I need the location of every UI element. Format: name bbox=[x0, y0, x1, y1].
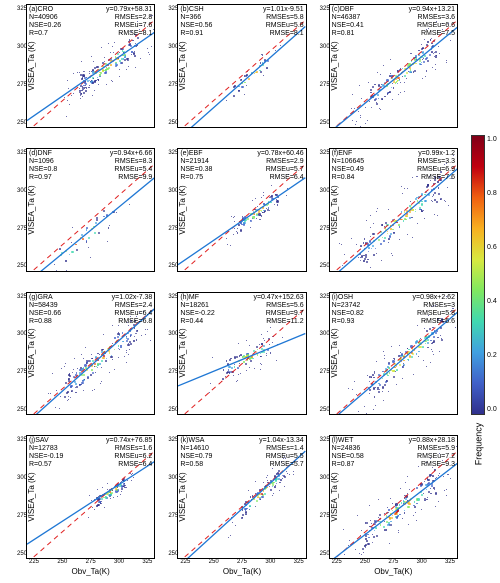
y-ticks: 250275300325 bbox=[318, 149, 330, 271]
colorbar-container: 1.00.80.60.40.20.0 Frequency bbox=[458, 4, 496, 579]
panel-wet: (l)WETy=0.88x+28.18N=24836RMSEs=5.9NSE=0… bbox=[329, 435, 458, 559]
panel-sav: (j)SAVy=0.74x+76.85N=12783RMSEs=1.6NSE=-… bbox=[26, 435, 155, 559]
panel-gra: (g)GRAy=1.02x-7.38N=58439RMSEs=2.4NSE=0.… bbox=[26, 292, 155, 416]
x-ticks: 225250275300325 bbox=[27, 559, 154, 568]
panel-dnf: (d)DNFy=0.94x+6.66N=1096RMSEs=8.3NSE=0.8… bbox=[26, 148, 155, 272]
colorbar: 1.00.80.60.40.20.0 bbox=[471, 135, 485, 415]
panel-osh: (i)OSHy=0.98x+2.62N=23742RMSEs=3NSE=0.82… bbox=[329, 292, 458, 416]
panel-mf: (h)MFy=0.47x+152.63N=18261RMSEs=5.6NSE=-… bbox=[177, 292, 306, 416]
scatter-cloud bbox=[27, 293, 154, 415]
panel-dbf: (c)DBFy=0.94x+13.21N=46387RMSEs=3.6NSE=0… bbox=[329, 4, 458, 128]
x-axis-label: Obv_Ta(K) bbox=[223, 567, 261, 576]
scatter-cloud bbox=[330, 5, 457, 127]
panel-ebf: (e)EBFy=0.78x+60.46N=21914RMSEs=2.9NSE=0… bbox=[177, 148, 306, 272]
scatter-cloud bbox=[178, 5, 305, 127]
scatter-cloud bbox=[178, 149, 305, 271]
scatter-cloud bbox=[27, 5, 154, 127]
scatter-cloud bbox=[178, 293, 305, 415]
x-axis-label: Obv_Ta(K) bbox=[72, 567, 110, 576]
x-ticks: 225250275300325 bbox=[178, 559, 305, 568]
scatter-cloud bbox=[330, 149, 457, 271]
scatter-cloud bbox=[330, 436, 457, 558]
scatter-cloud bbox=[330, 293, 457, 415]
panel-wsa: (k)WSAy=1.04x-13.34N=14610RMSEs=1.4NSE=0… bbox=[177, 435, 306, 559]
y-ticks: 250275300325 bbox=[166, 436, 178, 558]
scatter-cloud bbox=[27, 436, 154, 558]
panel-cro: (a)CROy=0.79x+58.31N=40906RMSEs=2.8NSE=0… bbox=[26, 4, 155, 128]
y-ticks: 250275300325 bbox=[166, 149, 178, 271]
colorbar-ticks: 1.00.80.60.40.20.0 bbox=[487, 136, 497, 414]
figure: (a)CROy=0.79x+58.31N=40906RMSEs=2.8NSE=0… bbox=[4, 4, 496, 579]
panel-enf: (f)ENFy=0.99x-1.2N=106645RMSEs=3.3NSE=0.… bbox=[329, 148, 458, 272]
x-ticks: 225250275300325 bbox=[330, 559, 457, 568]
y-ticks: 250275300325 bbox=[318, 436, 330, 558]
panel-grid: (a)CROy=0.79x+58.31N=40906RMSEs=2.8NSE=0… bbox=[4, 4, 458, 579]
y-ticks: 250275300325 bbox=[15, 149, 27, 271]
y-ticks: 250275300325 bbox=[15, 5, 27, 127]
y-ticks: 250275300325 bbox=[318, 293, 330, 415]
y-ticks: 250275300325 bbox=[166, 5, 178, 127]
scatter-cloud bbox=[27, 149, 154, 271]
y-ticks: 250275300325 bbox=[15, 436, 27, 558]
x-axis-label: Obv_Ta(K) bbox=[374, 567, 412, 576]
y-ticks: 250275300325 bbox=[15, 293, 27, 415]
panel-csh: (b)CSHy=1.01x-9.51N=366RMSEs=5.8NSE=0.56… bbox=[177, 4, 306, 128]
scatter-cloud bbox=[178, 436, 305, 558]
colorbar-label: Frequency bbox=[473, 422, 483, 465]
y-ticks: 250275300325 bbox=[166, 293, 178, 415]
y-ticks: 250275300325 bbox=[318, 5, 330, 127]
